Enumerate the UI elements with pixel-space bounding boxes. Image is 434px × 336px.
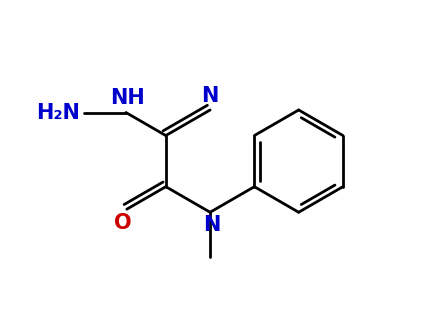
Text: N: N [201,86,218,106]
Text: NH: NH [110,88,145,108]
Text: O: O [114,213,132,233]
Text: H₂N: H₂N [36,102,80,123]
Text: N: N [203,215,220,235]
